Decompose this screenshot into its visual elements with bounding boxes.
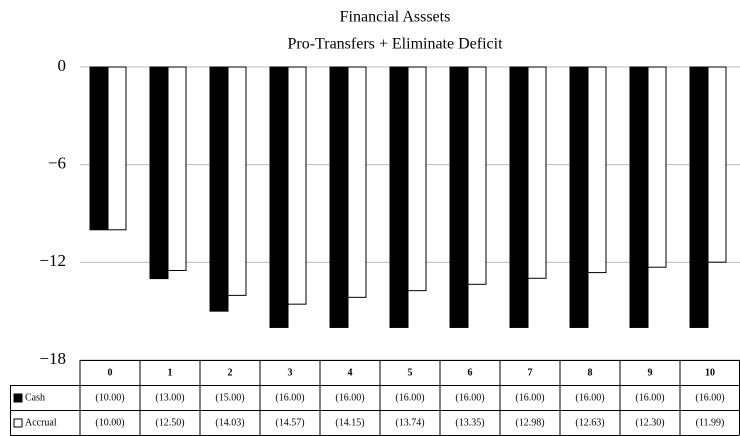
data-label: (14.03)	[215, 417, 244, 428]
x-tick-label: 9	[648, 367, 653, 378]
bar	[209, 66, 229, 312]
x-tick-label: 4	[348, 367, 353, 378]
data-label: (12.63)	[575, 417, 604, 428]
data-label: (16.00)	[275, 392, 304, 403]
y-tick-label: 0	[58, 56, 67, 75]
data-label: (12.30)	[635, 417, 664, 428]
data-label: (10.00)	[95, 417, 124, 428]
bar	[647, 66, 667, 268]
bar	[269, 66, 289, 328]
bar	[107, 66, 127, 231]
legend-label: Cash	[25, 392, 45, 403]
bar	[449, 66, 469, 328]
data-label: (13.74)	[395, 417, 424, 428]
y-tick-label: −12	[39, 251, 66, 270]
x-tick-label: 8	[588, 367, 593, 378]
x-tick-label: 3	[288, 367, 293, 378]
legend-label: Accrual	[25, 417, 57, 428]
bar	[389, 66, 409, 328]
data-label: (13.00)	[155, 392, 184, 403]
x-tick-label: 7	[528, 367, 533, 378]
x-tick-label: 1	[168, 367, 173, 378]
bar	[227, 66, 247, 296]
bar	[509, 66, 529, 328]
chart-title: Financial Asssets	[340, 9, 451, 26]
bar	[707, 66, 727, 263]
data-label: (15.00)	[215, 392, 244, 403]
x-tick-label: 10	[705, 367, 715, 378]
bar	[569, 66, 589, 328]
y-tick-label: −18	[39, 349, 66, 368]
bar	[587, 66, 607, 274]
x-tick-label: 5	[408, 367, 413, 378]
data-label: (16.00)	[575, 392, 604, 403]
bar	[629, 66, 649, 328]
data-label: (13.35)	[455, 417, 484, 428]
bar	[89, 66, 109, 231]
bar	[689, 66, 709, 328]
data-label: (14.57)	[275, 417, 304, 428]
y-tick-label: −6	[48, 154, 66, 173]
data-label: (10.00)	[95, 392, 124, 403]
data-label: (16.00)	[695, 392, 724, 403]
data-label: (11.99)	[696, 417, 725, 428]
bar	[347, 66, 367, 298]
chart-subtitle: Pro-Transfers + Eliminate Deficit	[287, 36, 503, 53]
data-label: (16.00)	[335, 392, 364, 403]
data-label: (16.00)	[515, 392, 544, 403]
data-label: (12.98)	[515, 417, 544, 428]
data-label: (16.00)	[455, 392, 484, 403]
data-label: (12.50)	[155, 417, 184, 428]
bar	[407, 66, 427, 292]
data-label: (16.00)	[395, 392, 424, 403]
bar	[527, 66, 547, 279]
legend-swatch	[13, 418, 23, 428]
bar	[149, 66, 169, 280]
data-label: (16.00)	[635, 392, 664, 403]
data-label: (14.15)	[335, 417, 364, 428]
legend-swatch	[13, 393, 23, 403]
bar	[287, 66, 307, 305]
x-tick-label: 2	[228, 367, 233, 378]
bar	[167, 66, 187, 271]
bar	[329, 66, 349, 328]
x-tick-label: 0	[108, 367, 113, 378]
x-tick-label: 6	[468, 367, 473, 378]
bar	[467, 66, 487, 285]
